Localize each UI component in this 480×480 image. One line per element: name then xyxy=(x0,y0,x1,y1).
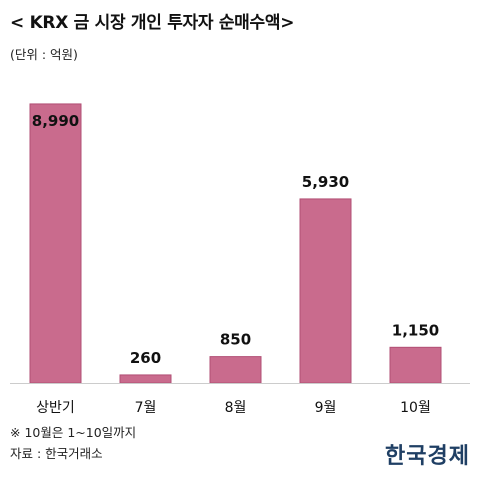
value-label-3: 5,930 xyxy=(302,173,349,191)
category-labels-group: 상반기 7월 8월 9월 10월 xyxy=(36,400,431,416)
bar-3 xyxy=(299,198,352,384)
value-label-0: 8,990 xyxy=(32,112,79,130)
footnote: ※ 10월은 1~10일까지 xyxy=(10,425,137,440)
chart-title: < KRX 금 시장 개인 투자자 순매수액> xyxy=(10,13,295,33)
category-label-2: 8월 xyxy=(225,400,247,416)
bar-0 xyxy=(29,103,82,384)
value-label-1: 260 xyxy=(130,349,161,367)
brand-logo: 한국경제 xyxy=(385,443,470,469)
value-label-4: 1,150 xyxy=(392,321,439,339)
bar-chart: 8,990 260 850 5,930 1,150 상반기 7월 8월 9월 10월 xyxy=(10,103,470,416)
source-label: 자료 : 한국거래소 xyxy=(10,446,103,461)
bar-2 xyxy=(209,356,262,384)
category-label-1: 7월 xyxy=(135,400,157,416)
value-label-2: 850 xyxy=(220,331,251,349)
unit-label: (단위 : 억원) xyxy=(10,47,78,62)
category-label-4: 10월 xyxy=(400,400,431,416)
category-label-3: 9월 xyxy=(315,400,337,416)
bars-group xyxy=(29,103,442,384)
bar-1 xyxy=(119,374,172,384)
category-label-0: 상반기 xyxy=(36,400,75,416)
value-labels-group: 8,990 260 850 5,930 1,150 xyxy=(32,112,439,367)
bar-4 xyxy=(389,346,442,384)
